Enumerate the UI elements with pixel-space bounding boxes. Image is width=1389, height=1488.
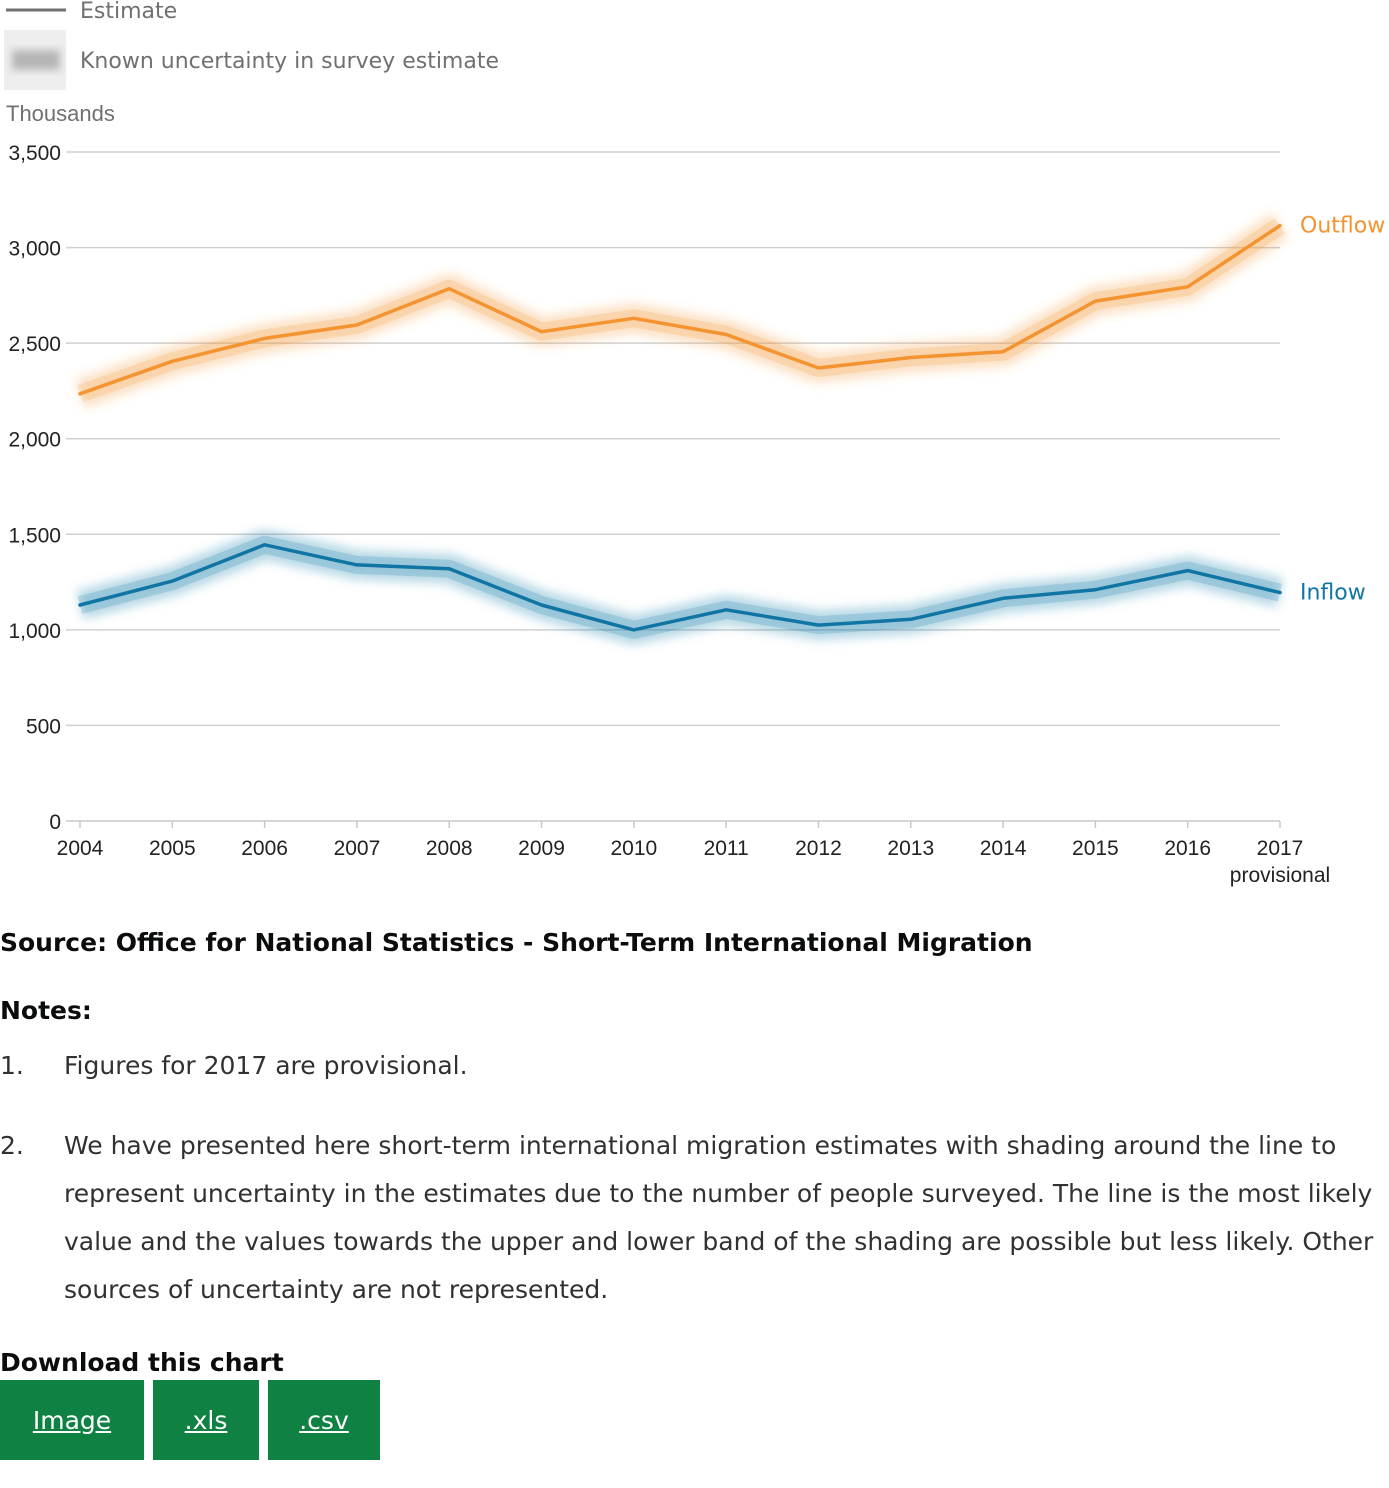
gridlines (66, 151, 1280, 822)
x-tick-label: 2017 (1257, 837, 1304, 860)
note-item: 1. Figures for 2017 are provisional. (0, 1042, 1389, 1090)
note-number: 1. (0, 1051, 24, 1080)
outflow-series-label: Outflow (1300, 214, 1385, 239)
legend: Estimate Known uncertainty in survey est… (4, 0, 499, 90)
x-tick-label: 2014 (980, 837, 1027, 860)
x-tick-label: 2007 (334, 837, 381, 860)
line-chart: Estimate Known uncertainty in survey est… (4, 0, 1385, 887)
download-xls-button[interactable]: .xls (153, 1380, 259, 1460)
legend-uncertainty-label: Known uncertainty in survey estimate (80, 49, 499, 74)
note-text: We have presented here short-term intern… (64, 1131, 1374, 1304)
y-tick-label: 2,500 (8, 333, 61, 356)
download-image-button[interactable]: Image (0, 1380, 144, 1460)
download-title: Download this chart (0, 1348, 284, 1377)
download-buttons: Image .xls .csv (0, 1380, 1389, 1460)
x-tick-label: 2008 (426, 837, 473, 860)
x-tick-label: 2015 (1072, 837, 1119, 860)
uncertainty-bands (75, 213, 1289, 645)
y-tick-label: 3,000 (8, 238, 61, 261)
x-tick-label: 2010 (610, 837, 657, 860)
y-axis-unit-label: Thousands (6, 101, 115, 126)
y-tick-label: 1,500 (8, 524, 61, 547)
x-tick-label: 2004 (57, 837, 104, 860)
legend-uncertainty-swatch (12, 50, 60, 70)
outflow-uncertainty-band (75, 213, 1289, 408)
series-lines (78, 223, 1282, 632)
x-tick-sublabel: provisional (1230, 864, 1330, 887)
y-tick-label: 500 (26, 715, 61, 738)
y-tick-label: 2,000 (8, 429, 61, 452)
note-item: 2. We have presented here short-term int… (0, 1122, 1389, 1314)
x-tick-label: 2006 (241, 837, 288, 860)
x-tick-label: 2016 (1164, 837, 1211, 860)
x-tick-label: 2011 (704, 837, 749, 860)
series-labels: Outflow Inflow (1300, 214, 1385, 606)
chart-footer: Source: Office for National Statistics -… (0, 924, 1389, 1460)
legend-estimate-label: Estimate (80, 0, 177, 24)
outflow-line (78, 223, 1282, 396)
x-tick-label: 2012 (795, 837, 842, 860)
x-tick-label: 2013 (887, 837, 934, 860)
y-tick-label: 1,000 (8, 620, 61, 643)
inflow-line (78, 543, 1282, 632)
notes-title: Notes: (0, 996, 92, 1025)
x-tick-label: 2009 (518, 837, 565, 860)
download-csv-button[interactable]: .csv (268, 1380, 380, 1460)
note-number: 2. (0, 1131, 24, 1160)
note-text: Figures for 2017 are provisional. (64, 1051, 468, 1080)
y-tick-label: 0 (49, 811, 61, 834)
x-tick-label: 2005 (149, 837, 196, 860)
x-axis: 2004 2005 2006 2007 2008 2009 2010 2011 2012 2013… (57, 821, 1330, 887)
inflow-series-label: Inflow (1300, 581, 1366, 606)
y-tick-label: 3,500 (8, 142, 61, 165)
source-text: Source: Office for National Statistics -… (0, 928, 1033, 957)
notes-list: 1. Figures for 2017 are provisional. 2. … (0, 1042, 1389, 1314)
y-axis-ticks: 0 500 1,000 1,500 2,000 2,500 3,000 3,500 (8, 142, 61, 834)
